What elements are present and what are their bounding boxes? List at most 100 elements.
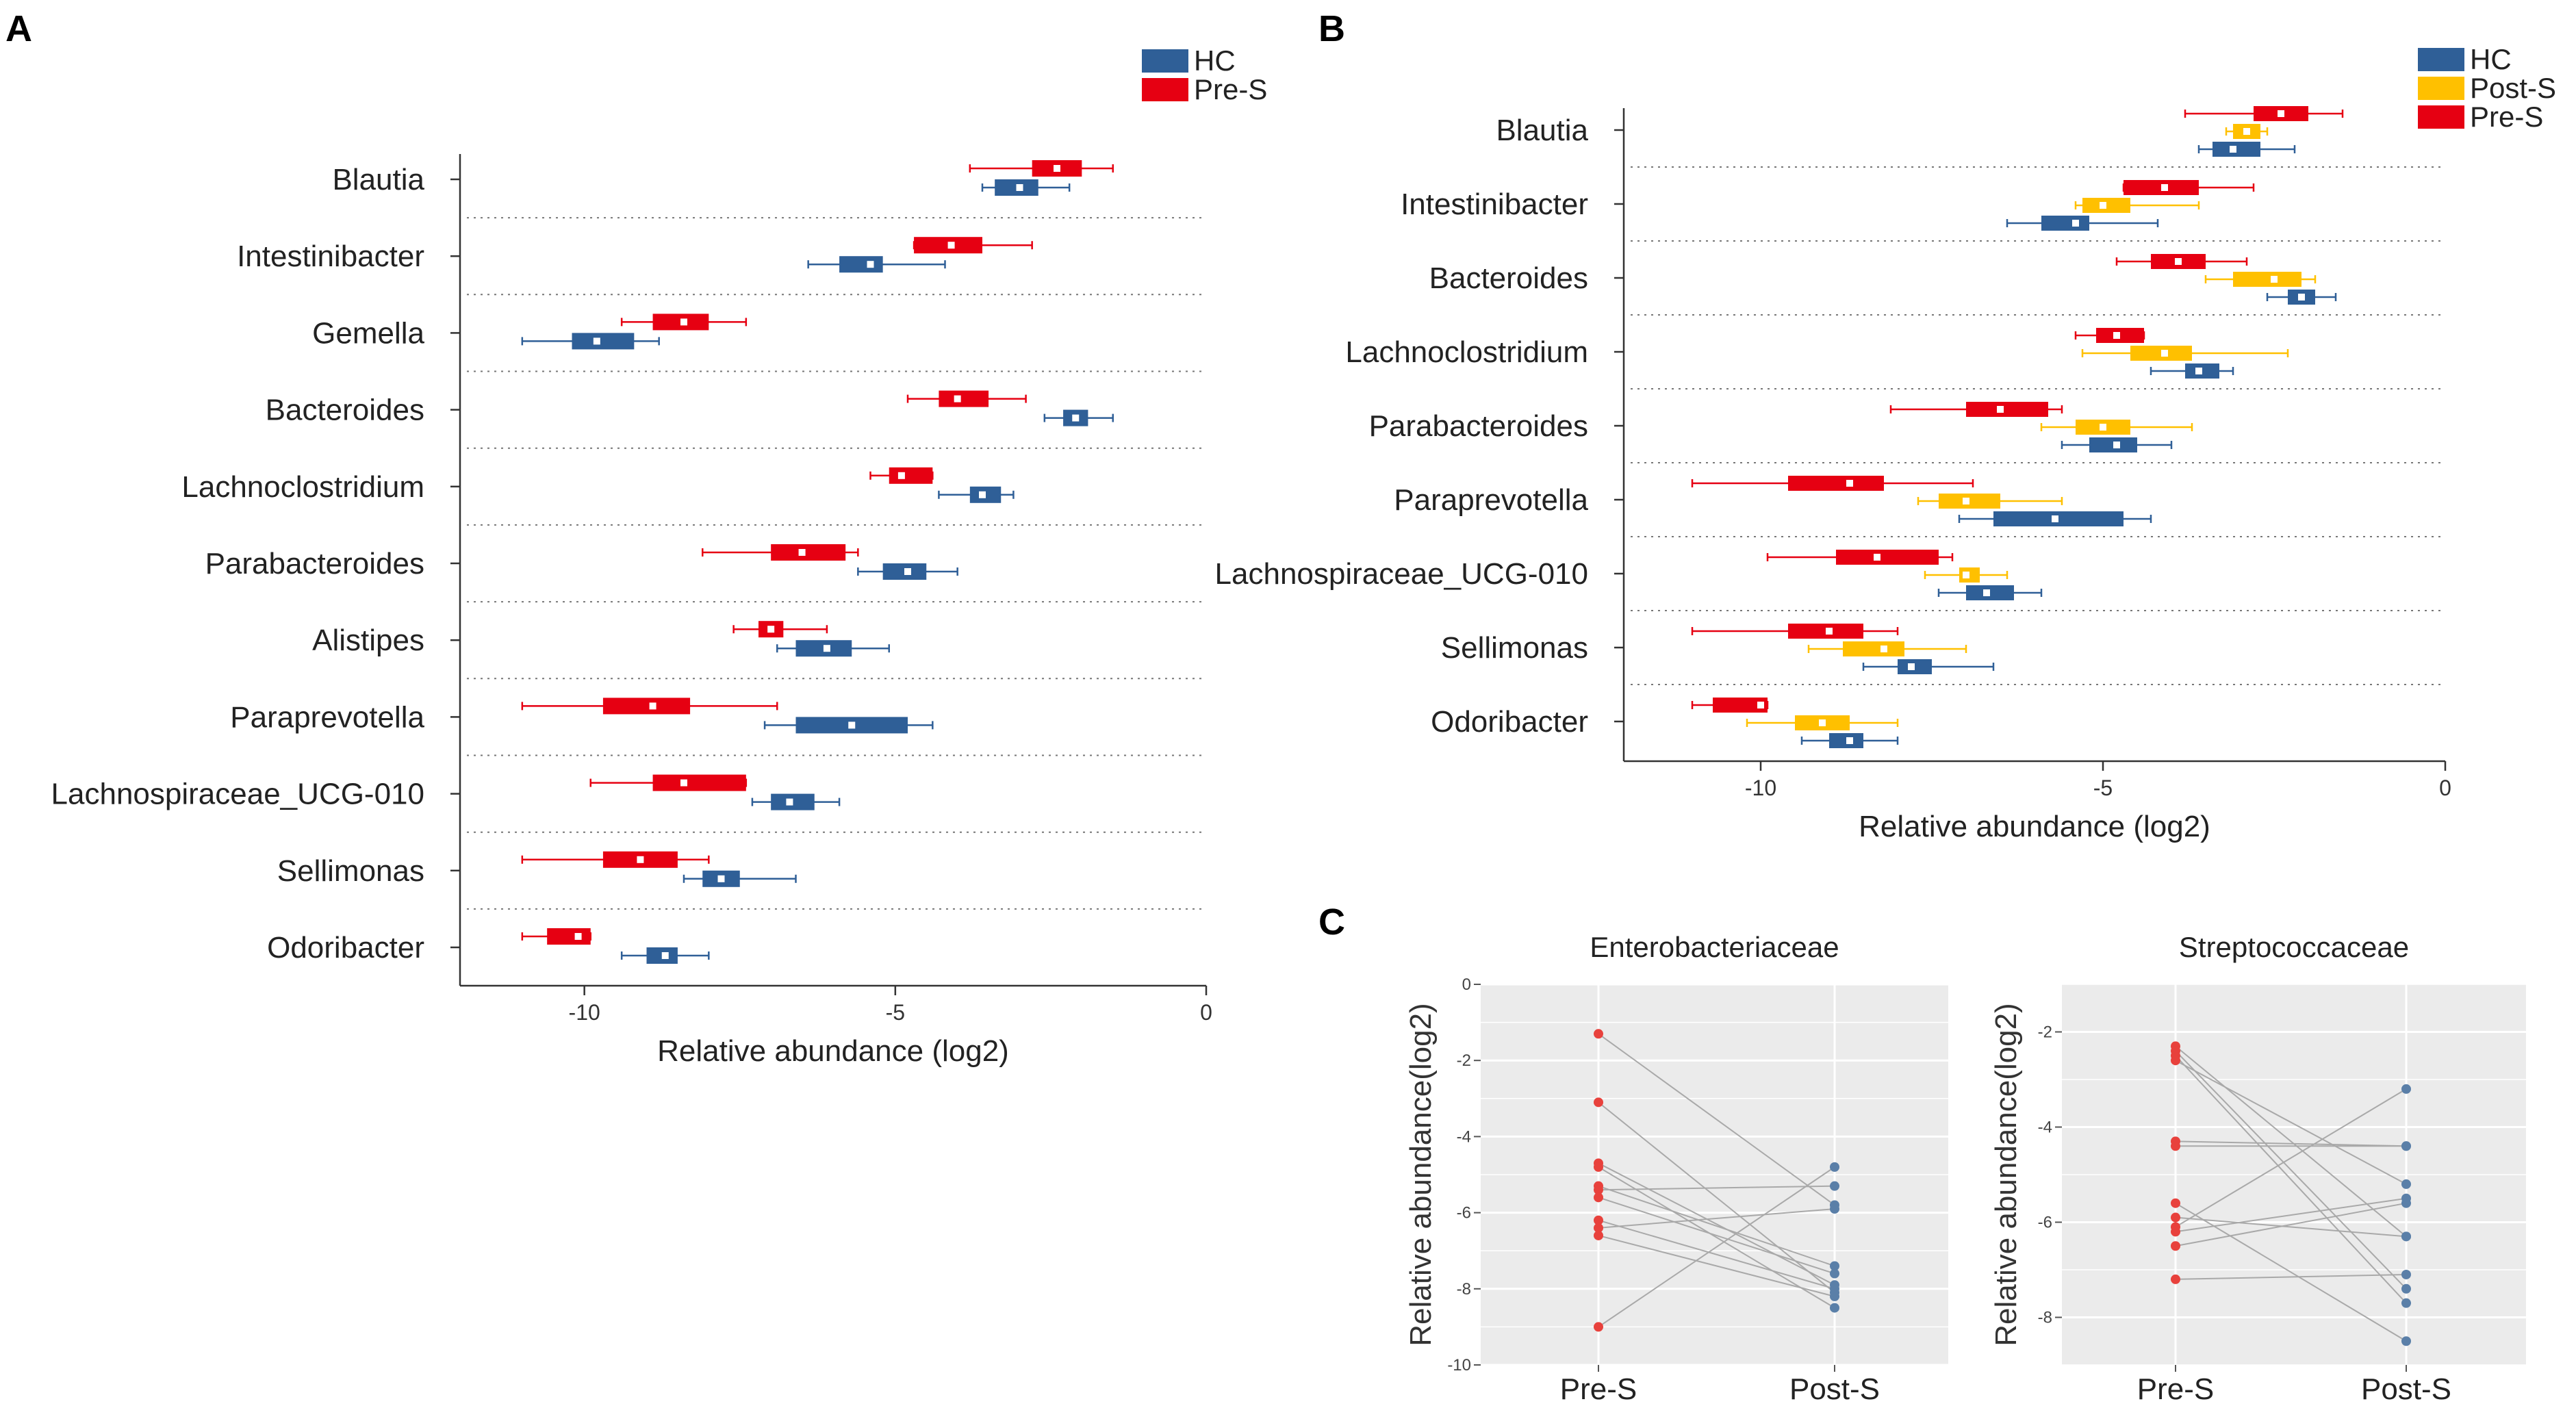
median-marker — [1963, 572, 1969, 578]
category-label: Sellimonas — [277, 854, 424, 888]
point-pre-s — [2171, 1274, 2180, 1284]
point-pre-s — [2171, 1141, 2180, 1151]
y-tick-label: -8 — [1457, 1280, 1471, 1299]
legend-swatch-post-s — [2418, 77, 2464, 100]
subplot-title: Enterobacteriaceae — [1590, 931, 1839, 963]
point-pre-s — [2171, 1227, 2180, 1237]
median-marker — [904, 568, 911, 575]
median-marker — [2230, 146, 2236, 153]
median-marker — [823, 645, 830, 652]
y-tick-label: 0 — [1462, 975, 1471, 994]
pair-line — [2175, 1055, 2407, 1304]
box-pre-s — [1788, 476, 1884, 491]
legend-swatch-pre-s — [1142, 78, 1188, 101]
point-pre-s — [1594, 1162, 1603, 1172]
y-tick-label: -2 — [1457, 1051, 1471, 1070]
box-pre-s — [602, 698, 691, 715]
category-label: Lachnoclostridium — [1345, 335, 1588, 369]
median-marker — [1826, 628, 1833, 635]
median-marker — [2100, 202, 2106, 209]
y-tick-label: -6 — [1457, 1204, 1471, 1223]
point-pre-s — [1594, 1185, 1603, 1195]
x-tick-label: -5 — [886, 1000, 905, 1025]
point-pre-s — [2171, 1198, 2180, 1208]
point-pre-s — [1594, 1192, 1603, 1203]
category-label: Parabacteroides — [1369, 409, 1588, 443]
median-marker — [1997, 406, 2004, 413]
x-tick-label: -10 — [1745, 776, 1776, 800]
point-post-s — [2401, 1231, 2411, 1242]
median-marker — [649, 702, 656, 710]
pair-line — [1598, 1162, 1835, 1286]
median-marker — [2072, 220, 2079, 227]
median-marker — [798, 549, 806, 556]
median-marker — [593, 337, 600, 345]
box-pre-s — [939, 390, 989, 407]
category-label: Gemella — [312, 316, 424, 350]
point-post-s — [1830, 1268, 1839, 1279]
median-marker — [1054, 165, 1060, 172]
box-pre-s — [1836, 550, 1939, 565]
pair-line — [2175, 1216, 2407, 1238]
median-marker — [767, 626, 775, 633]
median-marker — [2271, 276, 2278, 283]
median-marker — [1908, 663, 1915, 670]
pair-line — [2175, 1045, 2407, 1238]
legend-label-hc: HC — [2470, 43, 2512, 75]
category-label: Lachnospiraceae_UCG-010 — [51, 778, 424, 811]
median-marker — [1963, 498, 1969, 504]
median-marker — [1016, 184, 1023, 191]
pair-line — [1598, 1033, 1835, 1206]
median-marker — [897, 472, 905, 479]
median-marker — [661, 952, 669, 959]
box-pre-s — [1713, 698, 1768, 713]
category-label: Blautia — [1496, 114, 1588, 147]
point-pre-s — [2171, 1212, 2180, 1223]
point-post-s — [1830, 1204, 1839, 1214]
median-marker — [1757, 702, 1764, 708]
pair-line — [1598, 1166, 1835, 1309]
point-pre-s — [1594, 1097, 1603, 1108]
legend-swatch-hc — [2418, 48, 2464, 71]
median-marker — [2243, 128, 2250, 135]
pair-line — [2175, 1140, 2407, 1147]
median-marker — [717, 875, 725, 882]
median-marker — [1983, 589, 1990, 596]
pair-line — [1598, 1208, 1835, 1229]
box-post-s — [2233, 272, 2301, 287]
median-marker — [954, 395, 961, 402]
x-category-label: Post-S — [2361, 1372, 2451, 1406]
x-axis-title: Relative abundance (log2) — [657, 1034, 1009, 1068]
category-label: Odoribacter — [267, 931, 424, 964]
y-axis-title: Relative abundance(log2) — [1989, 1003, 2023, 1346]
point-post-s — [2401, 1084, 2411, 1094]
median-marker — [947, 242, 955, 249]
point-post-s — [2401, 1298, 2411, 1308]
category-label: Lachnoclostridium — [181, 470, 424, 504]
median-marker — [848, 721, 856, 729]
pair-line — [2175, 1273, 2407, 1280]
point-pre-s — [2171, 1241, 2180, 1251]
category-label: Sellimonas — [1441, 631, 1588, 665]
median-marker — [1072, 414, 1080, 422]
y-axis-title: Relative abundance(log2) — [1404, 1003, 1438, 1346]
category-label: Paraprevotella — [1394, 483, 1588, 517]
box-pre-s — [547, 928, 591, 945]
legend-label-pre-s: Pre-S — [2470, 101, 2543, 133]
x-category-label: Pre-S — [1560, 1372, 1637, 1406]
panel-label-c: C — [1318, 902, 1345, 943]
median-marker — [2278, 110, 2284, 117]
point-post-s — [2401, 1283, 2411, 1294]
legend-label-hc: HC — [1194, 44, 1236, 77]
y-tick-label: -10 — [1447, 1356, 1471, 1375]
pair-line — [2175, 1197, 2407, 1233]
legend-label-post-s: Post-S — [2470, 72, 2556, 104]
legend-label-pre-s: Pre-S — [1194, 73, 1267, 105]
median-marker — [680, 779, 687, 787]
median-marker — [1846, 480, 1853, 487]
median-marker — [2161, 184, 2168, 191]
median-marker — [2161, 350, 2168, 357]
x-tick-label: 0 — [1200, 1000, 1212, 1025]
median-marker — [637, 856, 644, 863]
